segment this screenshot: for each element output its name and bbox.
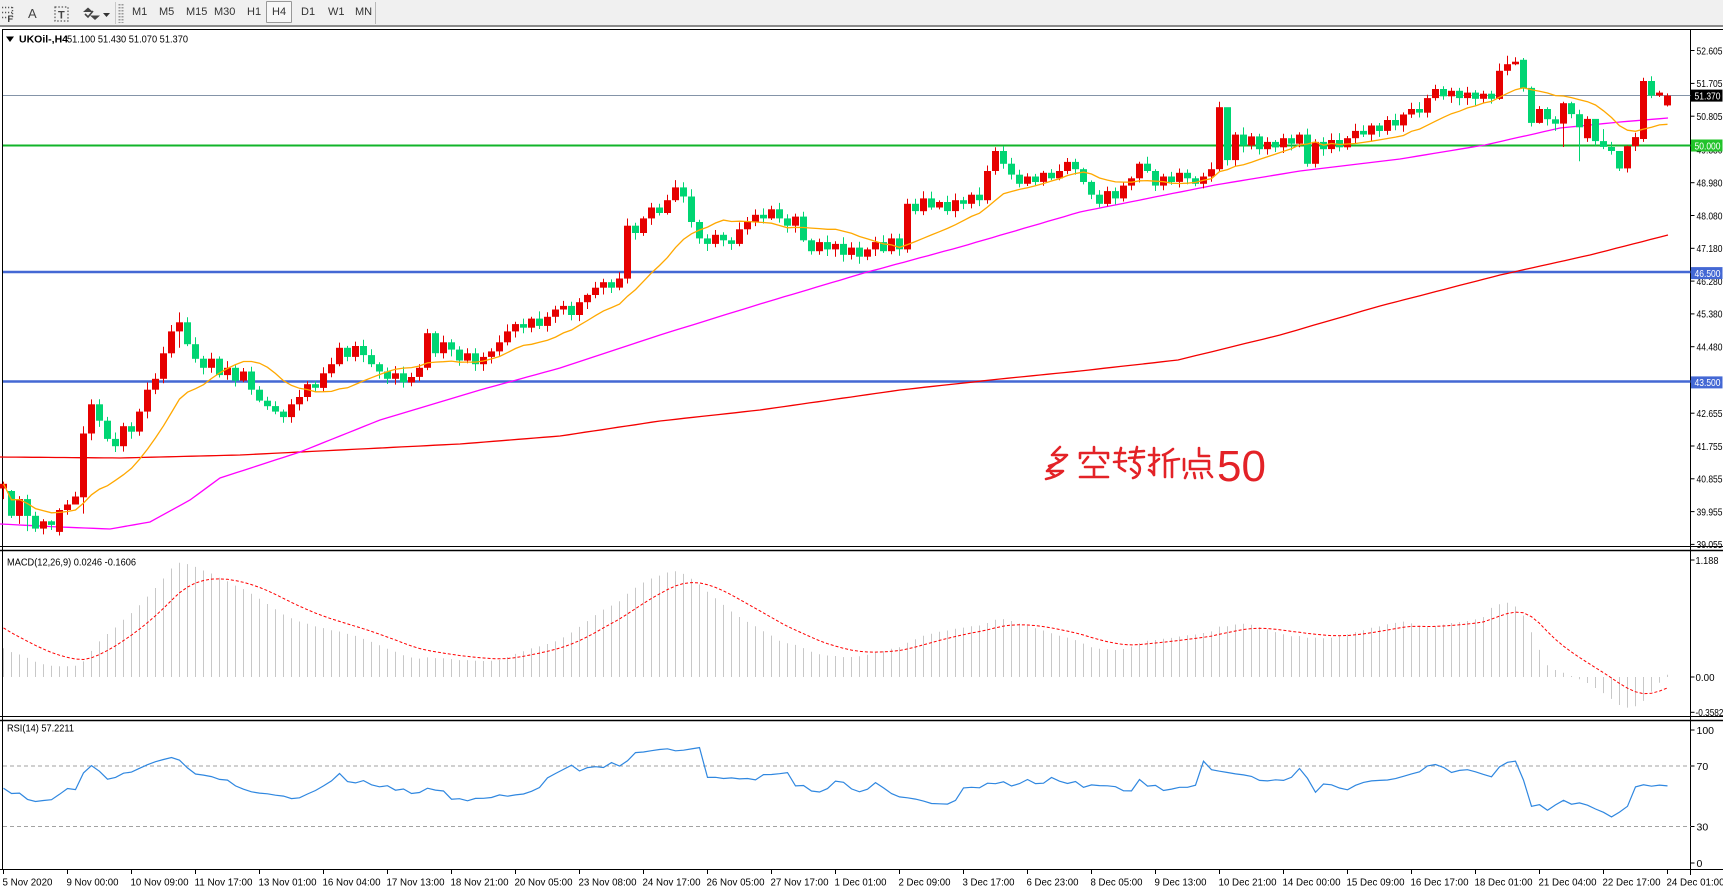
svg-text:0: 0 (1697, 858, 1703, 870)
svg-text:10 Dec 21:00: 10 Dec 21:00 (1219, 877, 1277, 889)
svg-text:44.480: 44.480 (1697, 342, 1723, 354)
svg-text:9 Nov 00:00: 9 Nov 00:00 (67, 877, 119, 889)
svg-text:50.000: 50.000 (1695, 140, 1721, 152)
svg-text:46.500: 46.500 (1695, 268, 1721, 280)
svg-text:9 Dec 13:00: 9 Dec 13:00 (1155, 877, 1207, 889)
svg-text:UKOil-,H4: UKOil-,H4 (19, 34, 68, 46)
svg-text:18 Nov 21:00: 18 Nov 21:00 (451, 877, 509, 889)
svg-text:39.055: 39.055 (1697, 539, 1723, 551)
svg-text:13 Nov 01:00: 13 Nov 01:00 (259, 877, 317, 889)
svg-text:48.080: 48.080 (1697, 210, 1723, 222)
svg-text:51.100 51.430 51.070 51.370: 51.100 51.430 51.070 51.370 (67, 34, 188, 46)
svg-text:8 Dec 05:00: 8 Dec 05:00 (1091, 877, 1143, 889)
svg-text:23 Nov 08:00: 23 Nov 08:00 (579, 877, 637, 889)
svg-text:41.755: 41.755 (1697, 441, 1723, 453)
svg-text:50.805: 50.805 (1697, 111, 1723, 123)
svg-text:10 Nov 09:00: 10 Nov 09:00 (131, 877, 189, 889)
svg-text:A: A (28, 6, 37, 21)
svg-text:2 Dec 09:00: 2 Dec 09:00 (899, 877, 951, 889)
svg-text:24 Dec 01:00: 24 Dec 01:00 (1667, 877, 1723, 889)
svg-text:100: 100 (1697, 725, 1715, 737)
svg-text:1.188: 1.188 (1696, 555, 1719, 567)
svg-text:T: T (58, 10, 65, 22)
svg-text:70: 70 (1697, 761, 1709, 773)
svg-text:40.855: 40.855 (1697, 474, 1723, 486)
svg-text:17 Nov 13:00: 17 Nov 13:00 (387, 877, 445, 889)
svg-text:43.500: 43.500 (1695, 377, 1721, 389)
svg-text:21 Dec 04:00: 21 Dec 04:00 (1539, 877, 1597, 889)
svg-text:F: F (8, 14, 14, 24)
svg-text:48.980: 48.980 (1697, 178, 1723, 190)
svg-text:0.00: 0.00 (1696, 672, 1715, 684)
svg-text:39.955: 39.955 (1697, 506, 1723, 518)
svg-text:42.655: 42.655 (1697, 408, 1723, 420)
svg-text:27 Nov 17:00: 27 Nov 17:00 (771, 877, 829, 889)
svg-text:6 Dec 23:00: 6 Dec 23:00 (1027, 877, 1079, 889)
svg-text:22 Dec 17:00: 22 Dec 17:00 (1603, 877, 1661, 889)
svg-text:MACD(12,26,9) 0.0246 -0.1606: MACD(12,26,9) 0.0246 -0.1606 (7, 557, 136, 569)
svg-text:1 Dec 01:00: 1 Dec 01:00 (835, 877, 887, 889)
svg-text:24 Nov 17:00: 24 Nov 17:00 (643, 877, 701, 889)
svg-text:16 Dec 17:00: 16 Dec 17:00 (1411, 877, 1469, 889)
svg-text:52.605: 52.605 (1697, 45, 1723, 57)
svg-text:26 Nov 05:00: 26 Nov 05:00 (707, 877, 765, 889)
svg-text:18 Dec 01:00: 18 Dec 01:00 (1475, 877, 1533, 889)
svg-text:47.180: 47.180 (1697, 243, 1723, 255)
svg-text:30: 30 (1697, 821, 1709, 833)
svg-text:16 Nov 04:00: 16 Nov 04:00 (323, 877, 381, 889)
svg-text:50: 50 (1217, 442, 1266, 491)
svg-text:51.370: 51.370 (1695, 90, 1721, 102)
svg-text:45.380: 45.380 (1697, 309, 1723, 321)
svg-text:20 Nov 05:00: 20 Nov 05:00 (515, 877, 573, 889)
svg-text:15 Dec 09:00: 15 Dec 09:00 (1347, 877, 1405, 889)
svg-text:-0.3582: -0.3582 (1696, 707, 1723, 719)
svg-text:RSI(14) 57.2211: RSI(14) 57.2211 (7, 723, 74, 735)
svg-text:3 Dec 17:00: 3 Dec 17:00 (963, 877, 1015, 889)
svg-text:51.705: 51.705 (1697, 78, 1723, 90)
svg-text:14 Dec 00:00: 14 Dec 00:00 (1283, 877, 1341, 889)
svg-text:5 Nov 2020: 5 Nov 2020 (3, 877, 53, 889)
svg-text:11 Nov 17:00: 11 Nov 17:00 (195, 877, 253, 889)
